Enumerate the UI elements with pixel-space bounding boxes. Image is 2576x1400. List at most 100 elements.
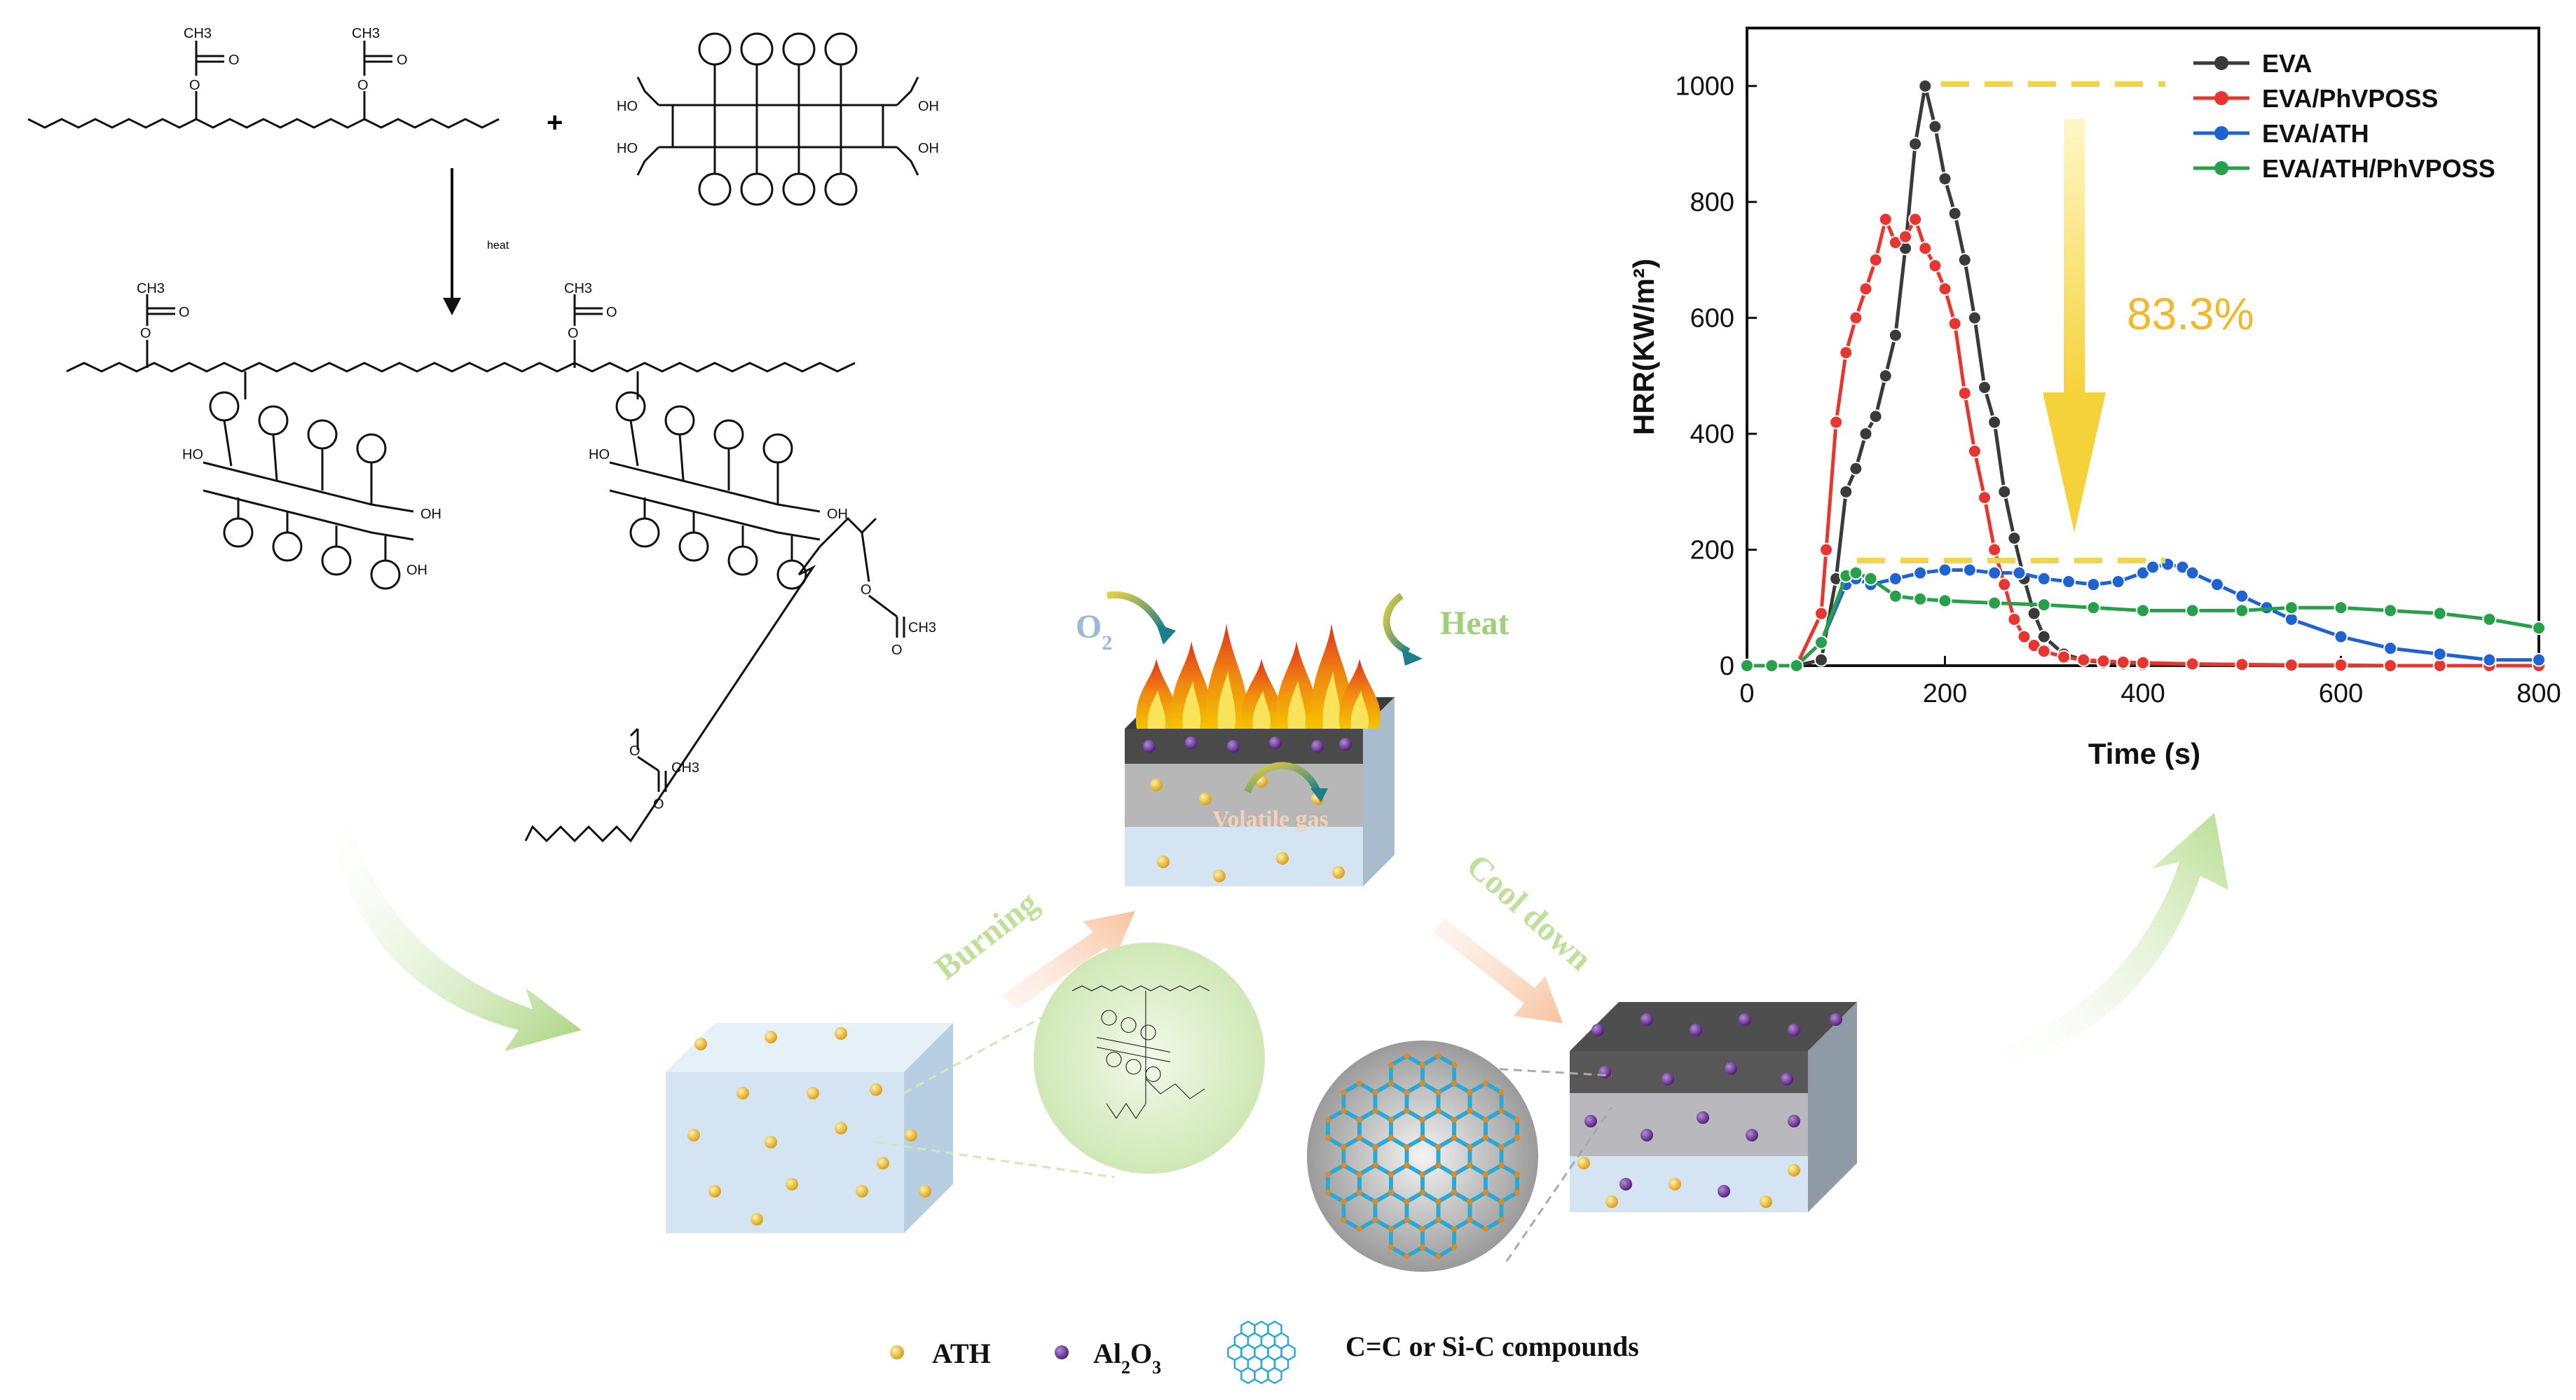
flame-core xyxy=(1350,690,1369,729)
heat-swoop-arrow xyxy=(1383,592,1411,655)
zoom-line xyxy=(903,1015,1045,1094)
lattice-atom xyxy=(1435,1216,1441,1223)
legend-marker-eva-ath-phvposs xyxy=(2214,161,2228,175)
ath-particle xyxy=(1605,1195,1618,1208)
legend-marker-eva-phvposs xyxy=(2214,91,2228,105)
data-point-eva-ath xyxy=(1938,563,1952,577)
lattice-atom xyxy=(1388,1226,1395,1233)
al2o3-particle xyxy=(1725,1062,1737,1075)
axis-ticks: 0 200 400 600 800 0 200 400 600 800 1000 xyxy=(1675,72,2561,708)
data-point-eva-ath-phvposs xyxy=(1740,659,1754,673)
lattice-hexagon xyxy=(1267,1366,1282,1385)
data-point-eva-ath xyxy=(2532,652,2546,667)
data-point-eva-ath xyxy=(2146,560,2160,575)
data-point-eva-phvposs xyxy=(2235,657,2249,672)
x-tick-label: 200 xyxy=(1923,679,1967,708)
burning-block: Volatile gas xyxy=(1125,624,1395,886)
flames xyxy=(1135,624,1381,729)
data-point-eva-phvposs xyxy=(1839,345,1854,360)
data-point-eva-phvposs xyxy=(2007,612,2022,626)
oh-label: OH xyxy=(918,99,939,114)
ath-particle xyxy=(737,1087,749,1099)
oh-label: OH xyxy=(918,141,939,156)
data-point-eva-phvposs xyxy=(1947,316,1962,331)
flame-core xyxy=(1217,671,1236,729)
lattice-atom xyxy=(1372,1107,1378,1114)
lattice-atom xyxy=(1514,1189,1521,1196)
series-line-eva-ath-phvposs xyxy=(1747,570,2540,668)
data-point-eva xyxy=(1987,415,2002,430)
lattice-atom xyxy=(1372,1216,1378,1223)
lattice-atom xyxy=(1498,1144,1505,1151)
lattice-atom xyxy=(1467,1089,1473,1096)
al2o3-particle xyxy=(1143,740,1156,753)
phvposs-reactant: HO HO OH OH xyxy=(617,32,939,206)
lattice-atom xyxy=(1419,1244,1426,1251)
data-point-eva-phvposs xyxy=(1967,444,1982,458)
lattice-atom xyxy=(1435,1052,1441,1059)
data-point-eva-phvposs xyxy=(2383,659,2398,673)
data-point-eva-phvposs xyxy=(1858,282,1873,296)
ath-particle xyxy=(835,1027,847,1040)
data-point-eva xyxy=(1814,652,1828,667)
lattice-atom xyxy=(1341,1162,1347,1169)
data-point-eva-phvposs xyxy=(2185,657,2200,671)
data-point-eva-phvposs xyxy=(2334,658,2348,673)
ath-particle xyxy=(687,1129,700,1141)
lattice-atom xyxy=(1451,1171,1458,1178)
data-point-eva-ath-phvposs xyxy=(2284,601,2298,615)
data-point-eva-ath xyxy=(2012,565,2027,580)
data-point-eva-phvposs xyxy=(2096,654,2111,668)
lattice-atom xyxy=(1419,1134,1426,1141)
lattice-atom xyxy=(1356,1171,1363,1178)
lattice-atom xyxy=(1435,1198,1441,1205)
lattice-atom xyxy=(1372,1144,1378,1151)
lattice-atom xyxy=(1372,1162,1378,1169)
data-point-eva-ath-phvposs xyxy=(2086,601,2101,615)
lattice-atom xyxy=(1482,1171,1489,1178)
data-point-eva-ath-phvposs xyxy=(1814,635,1828,650)
graphitic-lattice xyxy=(1324,1052,1521,1260)
x-tick-label: 800 xyxy=(2516,679,2561,708)
data-point-eva-phvposs xyxy=(1814,606,1828,621)
data-point-eva-ath xyxy=(1987,565,2002,580)
al2o3-particle xyxy=(1591,1024,1604,1036)
data-point-eva-phvposs xyxy=(1928,259,1943,273)
lattice-atom xyxy=(1514,1116,1521,1123)
al2o3-particle xyxy=(1311,740,1324,753)
data-point-eva-ath-phvposs xyxy=(2334,601,2348,615)
lattice-atom xyxy=(1419,1080,1426,1087)
flame-core xyxy=(1147,690,1166,729)
legend-label-eva: EVA xyxy=(2262,49,2312,78)
data-point-eva xyxy=(1997,484,2012,499)
al2o3-particle xyxy=(1269,736,1282,749)
ath-particle xyxy=(765,1031,777,1043)
ho-label: HO xyxy=(589,447,610,462)
data-point-eva xyxy=(1888,328,1903,343)
ath-particle xyxy=(1157,856,1170,868)
lattice-atom xyxy=(1388,1189,1395,1196)
lattice-atom xyxy=(1324,1171,1331,1178)
lattice-atom xyxy=(1498,1198,1505,1205)
volatile-gas-label: Volatile gas xyxy=(1212,807,1329,832)
al2o3-particle xyxy=(1718,1185,1730,1197)
legend-label-eva-ath: EVA/ATH xyxy=(2262,119,2369,148)
ho-label: HO xyxy=(617,99,638,114)
data-point-eva-phvposs xyxy=(1918,241,1933,256)
al2o3-particle xyxy=(1640,1129,1653,1141)
lattice-atom xyxy=(1451,1134,1458,1141)
lattice-atom xyxy=(1404,1107,1410,1114)
methyl-label: CH3 xyxy=(908,620,936,636)
flame-core xyxy=(1182,680,1201,729)
lattice-atom xyxy=(1324,1189,1331,1196)
al2o3-particle xyxy=(1185,736,1198,749)
series-line-eva-phvposs xyxy=(1747,214,2539,668)
y-tick-label: 600 xyxy=(1690,304,1734,334)
data-point-eva-phvposs xyxy=(2076,652,2091,667)
oh-label: OH xyxy=(420,507,441,522)
eva-reactant: O O CH3 O O CH3 xyxy=(27,26,500,129)
carbonyl-o-label: O xyxy=(891,643,903,658)
lattice-hexagon xyxy=(1240,1366,1256,1385)
data-point-eva-phvposs xyxy=(1868,252,1883,267)
data-point-eva-phvposs xyxy=(1849,310,1863,325)
